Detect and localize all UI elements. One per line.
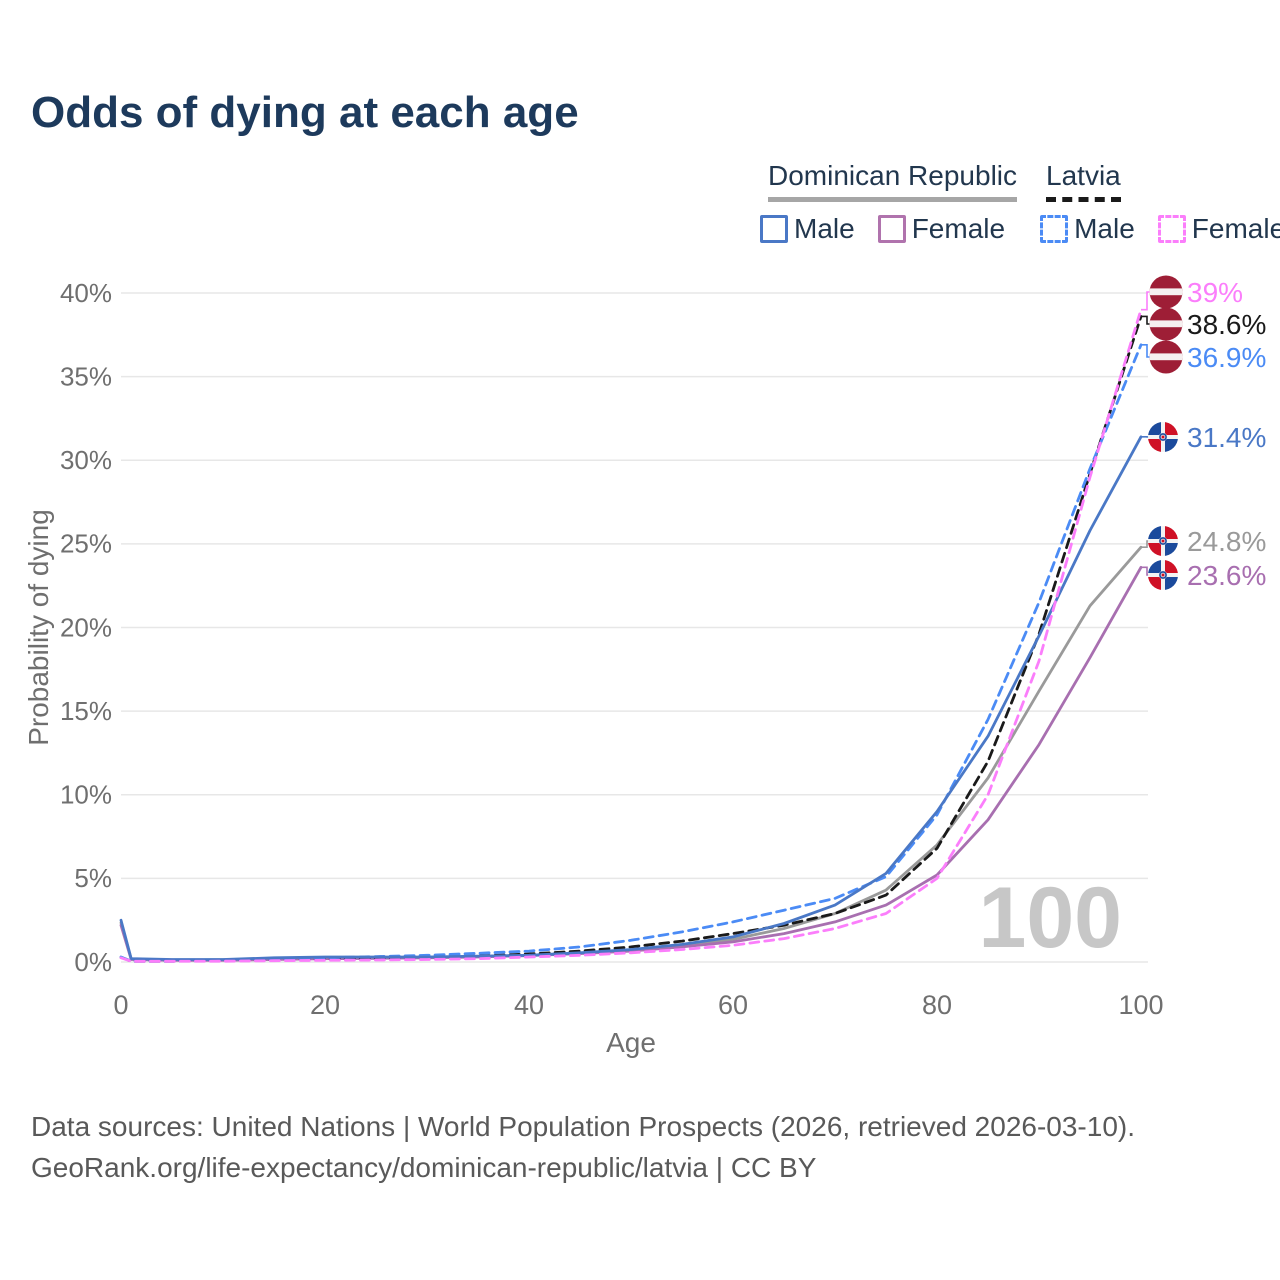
end-value-label-dr_male: 31.4%	[1187, 422, 1266, 453]
end-value-label-lv_total: 38.6%	[1187, 309, 1266, 340]
leader-line-lv_female	[1141, 291, 1150, 311]
flag-dominican-republic-icon	[1148, 526, 1178, 556]
legend-swatch-dr-male-icon	[760, 215, 788, 243]
x-tick-label: 0	[113, 990, 128, 1020]
mortality-line-chart: 0% 5% 10% 15% 20% 25% 30% 35% 40% 100 0 20 40 60 80 100…	[23, 275, 1266, 1058]
legend-label-dr-female: Female	[911, 213, 1006, 244]
legend-swatch-dr-female-icon	[877, 215, 906, 243]
legend-group-dominican-republic[interactable]: Dominican Republic	[768, 160, 1018, 202]
series-line-dr_male	[119, 435, 1143, 961]
legend-item-lv-male[interactable]: Male	[1040, 213, 1135, 245]
footer: Data sources: United Nations | World Pop…	[31, 1106, 1135, 1188]
legend-swatch-lv-female-icon	[1157, 215, 1186, 243]
series-line-lv_male	[119, 343, 1143, 963]
y-tick-label: 35%	[60, 361, 112, 391]
series-line-lv_total	[119, 314, 1143, 963]
age-watermark: 100	[979, 870, 1123, 966]
flag-latvia-icon	[1149, 275, 1183, 309]
page-title: Odds of dying at each age	[31, 88, 579, 137]
x-tick-label: 60	[718, 990, 748, 1020]
end-value-label-lv_female: 39%	[1187, 277, 1243, 308]
x-tick-label: 40	[514, 990, 544, 1020]
x-axis-title: Age	[606, 1027, 656, 1058]
y-tick-label: 10%	[60, 780, 112, 810]
y-axis-title: Probability of dying	[23, 509, 54, 746]
legend-label-lv-female: Female	[1191, 213, 1280, 244]
legend-item-dr-female[interactable]: Female	[877, 213, 1006, 245]
y-tick-label: 30%	[60, 445, 112, 475]
leader-line-lv_male	[1141, 344, 1150, 358]
y-tick-label: 5%	[74, 863, 112, 893]
y-tick-label: 25%	[60, 529, 112, 559]
footer-attribution-link[interactable]: GeoRank.org/life-expectancy/dominican-re…	[31, 1152, 817, 1183]
legend-label-dr-male: Male	[794, 213, 855, 244]
y-tick-label: 15%	[60, 696, 112, 726]
y-tick-label: 0%	[74, 947, 112, 977]
legend-group-latvia[interactable]: Latvia	[1046, 160, 1121, 202]
flag-dominican-republic-icon	[1148, 422, 1178, 452]
legend-item-lv-female[interactable]: Female	[1157, 213, 1280, 245]
series-line-lv_female	[119, 308, 1143, 963]
y-tick-label: 40%	[60, 278, 112, 308]
end-value-label-lv_male: 36.9%	[1187, 342, 1266, 373]
legend-items: Male Female Male Female	[760, 213, 1280, 245]
x-tick-label: 20	[310, 990, 340, 1020]
legend-swatch-lv-male-icon	[1040, 215, 1069, 243]
flag-latvia-icon	[1149, 340, 1183, 374]
end-value-label-dr_female: 23.6%	[1187, 560, 1266, 591]
legend-label-lv-male: Male	[1074, 213, 1135, 244]
flag-dominican-republic-icon	[1148, 560, 1178, 590]
legend-item-dr-male[interactable]: Male	[760, 213, 855, 245]
x-tick-label: 100	[1118, 990, 1163, 1020]
footer-data-sources: Data sources: United Nations | World Pop…	[31, 1111, 1136, 1142]
legend: Dominican Republic Latvia Male Female Ma…	[760, 160, 1280, 245]
end-value-label-dr_total: 24.8%	[1187, 526, 1266, 557]
flag-latvia-icon	[1149, 307, 1183, 341]
legend-group-headers: Dominican Republic Latvia	[768, 160, 1280, 202]
leader-line-lv_total	[1141, 315, 1150, 325]
y-tick-label: 20%	[60, 612, 112, 642]
x-tick-label: 80	[922, 990, 952, 1020]
